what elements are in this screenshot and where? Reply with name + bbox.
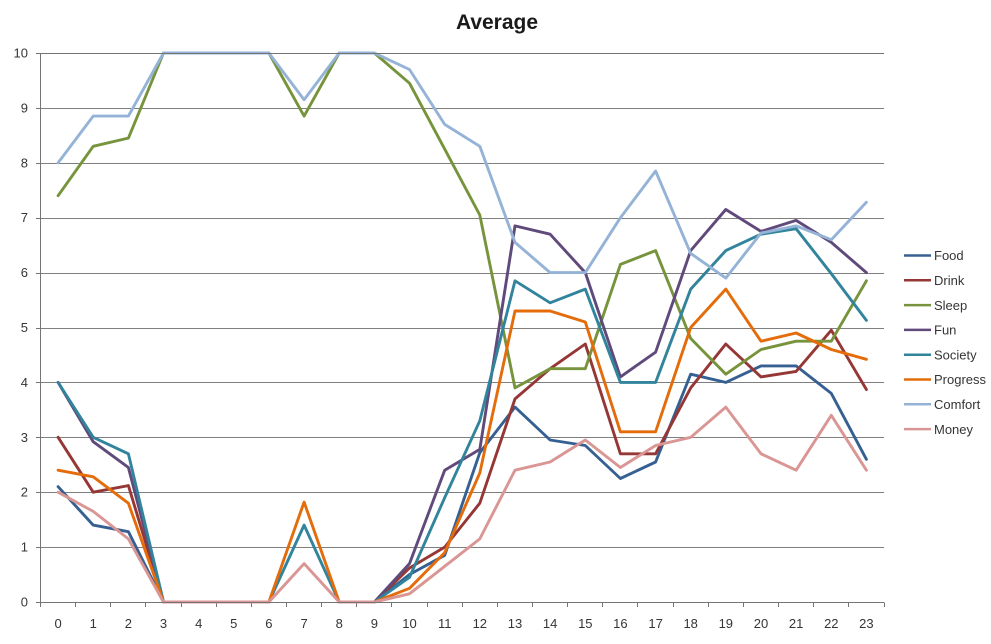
svg-text:7: 7 [300, 616, 307, 631]
svg-text:9: 9 [21, 100, 28, 115]
svg-text:22: 22 [824, 616, 838, 631]
svg-text:2: 2 [21, 485, 28, 500]
svg-text:3: 3 [21, 430, 28, 445]
svg-text:0: 0 [54, 616, 61, 631]
svg-text:4: 4 [195, 616, 202, 631]
svg-text:4: 4 [21, 375, 28, 390]
svg-text:3: 3 [160, 616, 167, 631]
svg-text:Society: Society [934, 347, 977, 362]
svg-text:21: 21 [789, 616, 803, 631]
svg-text:10: 10 [14, 46, 28, 61]
svg-text:Average: Average [456, 11, 538, 34]
svg-text:5: 5 [21, 320, 28, 335]
svg-text:Fun: Fun [934, 323, 956, 338]
svg-text:1: 1 [21, 540, 28, 555]
svg-text:13: 13 [508, 616, 522, 631]
svg-text:6: 6 [21, 265, 28, 280]
svg-text:Food: Food [934, 248, 964, 263]
svg-text:18: 18 [683, 616, 697, 631]
svg-text:9: 9 [371, 616, 378, 631]
svg-text:Money: Money [934, 422, 974, 437]
svg-text:2: 2 [125, 616, 132, 631]
svg-text:16: 16 [613, 616, 627, 631]
svg-text:19: 19 [719, 616, 733, 631]
svg-text:11: 11 [438, 616, 452, 631]
svg-text:17: 17 [648, 616, 662, 631]
svg-text:20: 20 [754, 616, 768, 631]
svg-text:0: 0 [21, 595, 28, 610]
svg-text:8: 8 [336, 616, 343, 631]
svg-text:7: 7 [21, 210, 28, 225]
svg-text:23: 23 [859, 616, 873, 631]
svg-text:15: 15 [578, 616, 592, 631]
svg-text:1: 1 [90, 616, 97, 631]
svg-text:5: 5 [230, 616, 237, 631]
svg-text:Drink: Drink [934, 273, 965, 288]
svg-text:12: 12 [473, 616, 487, 631]
svg-text:Comfort: Comfort [934, 397, 981, 412]
svg-text:6: 6 [265, 616, 272, 631]
svg-text:Progress: Progress [934, 372, 987, 387]
svg-text:10: 10 [402, 616, 416, 631]
svg-text:Sleep: Sleep [934, 298, 967, 313]
svg-text:14: 14 [543, 616, 557, 631]
svg-text:8: 8 [21, 155, 28, 170]
